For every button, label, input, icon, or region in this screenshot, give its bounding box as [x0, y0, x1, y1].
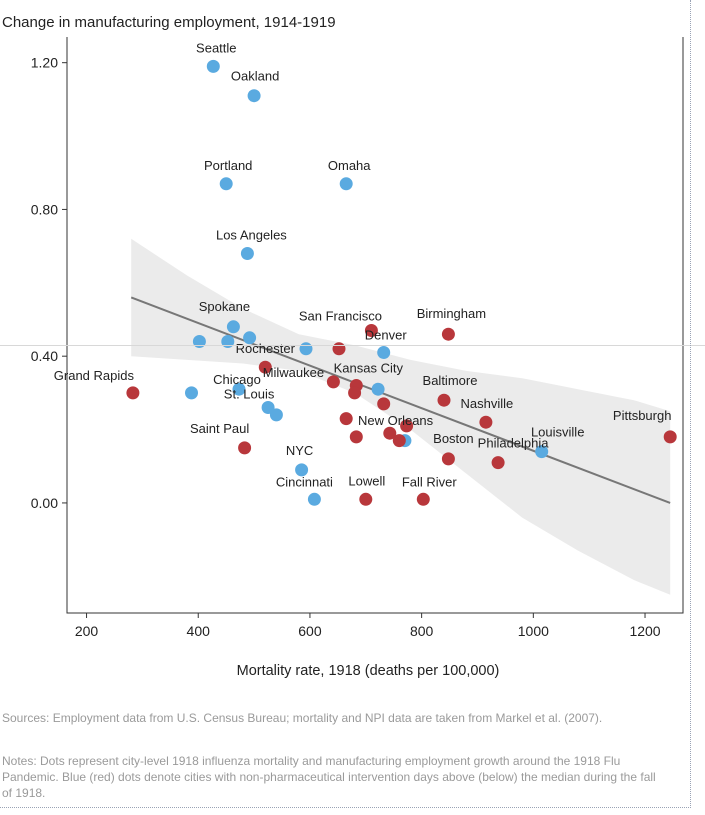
x-tick-label: 800: [410, 623, 434, 639]
data-point: [307, 492, 321, 506]
x-tick-label: 1200: [629, 623, 660, 639]
data-point: [491, 456, 505, 470]
data-point: [383, 426, 397, 440]
trend-line: [130, 296, 671, 504]
point-label: San Francisco: [299, 309, 382, 324]
x-tick-label: 200: [75, 623, 99, 639]
x-tick-label: 400: [187, 623, 211, 639]
data-point: [441, 327, 455, 341]
data-point: [348, 386, 362, 400]
data-point: [364, 324, 378, 337]
data-point: [479, 415, 493, 429]
confidence-band: [131, 238, 671, 595]
point-label: Cincinnati: [276, 474, 333, 489]
data-point: [535, 445, 549, 459]
data-point: [258, 360, 272, 374]
point-label: Pittsburgh: [613, 408, 672, 423]
point-label: Boston: [433, 431, 473, 446]
point-label: Grand Rapids: [54, 368, 135, 383]
point-label: Saint Paul: [190, 421, 249, 436]
point-label: Fall River: [402, 474, 458, 489]
point-label: St. Louis: [224, 387, 275, 402]
data-point: [243, 331, 257, 345]
data-point: [261, 401, 275, 414]
data-point: [238, 441, 252, 455]
point-label: Philadelphia: [478, 436, 550, 451]
data-point: [349, 430, 363, 444]
data-point: [192, 335, 206, 348]
dotted-border-right: [690, 0, 691, 808]
data-point: [437, 393, 451, 407]
point-label: Lowell: [348, 473, 385, 488]
x-axis-label: Mortality rate, 1918 (deaths per 100,000…: [237, 663, 500, 679]
data-point: [126, 386, 140, 400]
point-label: NYC: [286, 443, 313, 458]
data-point: [219, 177, 233, 191]
y-tick-label: 1.20: [31, 55, 58, 71]
point-label: New Orleans: [358, 413, 434, 428]
point-label: Milwaukee: [263, 365, 324, 380]
point-label: Nashville: [461, 396, 514, 411]
data-point: [221, 335, 235, 348]
data-point: [371, 382, 385, 396]
axes-frame: [66, 37, 684, 614]
data-point: [416, 492, 430, 506]
y-tick-label: 0.00: [31, 495, 58, 511]
point-label: Portland: [204, 158, 252, 173]
data-point: [400, 419, 414, 433]
data-point: [232, 382, 246, 396]
point-label: Omaha: [328, 158, 371, 173]
point-label: Chicago: [213, 372, 261, 387]
data-point: [663, 430, 677, 444]
x-tick-label: 600: [298, 623, 322, 639]
x-tick-label: 1000: [518, 623, 549, 639]
data-point: [339, 177, 353, 191]
data-point: [295, 463, 309, 477]
data-point: [226, 320, 240, 334]
notes-text: Notes: Dots represent city-level 1918 in…: [2, 754, 656, 800]
horizontal-rule: [0, 345, 705, 346]
data-point: [247, 89, 261, 103]
data-point: [185, 386, 198, 400]
data-point: [359, 492, 373, 506]
point-label: Spokane: [199, 299, 250, 314]
point-label: Denver: [365, 328, 408, 343]
sources-note: Sources: Employment data from U.S. Censu…: [2, 711, 603, 725]
point-label: Louisville: [531, 425, 584, 440]
data-point: [339, 412, 353, 426]
data-point: [441, 452, 455, 466]
point-label: Seattle: [196, 40, 236, 55]
point-label: Birmingham: [417, 306, 486, 321]
data-point: [392, 434, 406, 448]
dotted-border-bottom: [0, 807, 691, 808]
point-label: Oakland: [231, 69, 279, 84]
chart-title: Change in manufacturing employment, 1914…: [2, 14, 336, 31]
point-label: Los Angeles: [216, 228, 287, 243]
point-label: Rochester: [236, 341, 296, 356]
data-point: [206, 59, 220, 73]
y-tick-label: 0.40: [31, 348, 58, 364]
data-point: [377, 397, 391, 411]
data-point: [240, 247, 254, 260]
point-label: Kansas City: [334, 361, 404, 376]
data-point: [269, 408, 283, 422]
data-point: [326, 375, 340, 389]
data-point: [377, 346, 391, 359]
point-label: Baltimore: [423, 373, 478, 388]
scatter-chart: Change in manufacturing employment, 1914…: [2, 14, 684, 679]
y-tick-label: 0.80: [31, 201, 58, 217]
